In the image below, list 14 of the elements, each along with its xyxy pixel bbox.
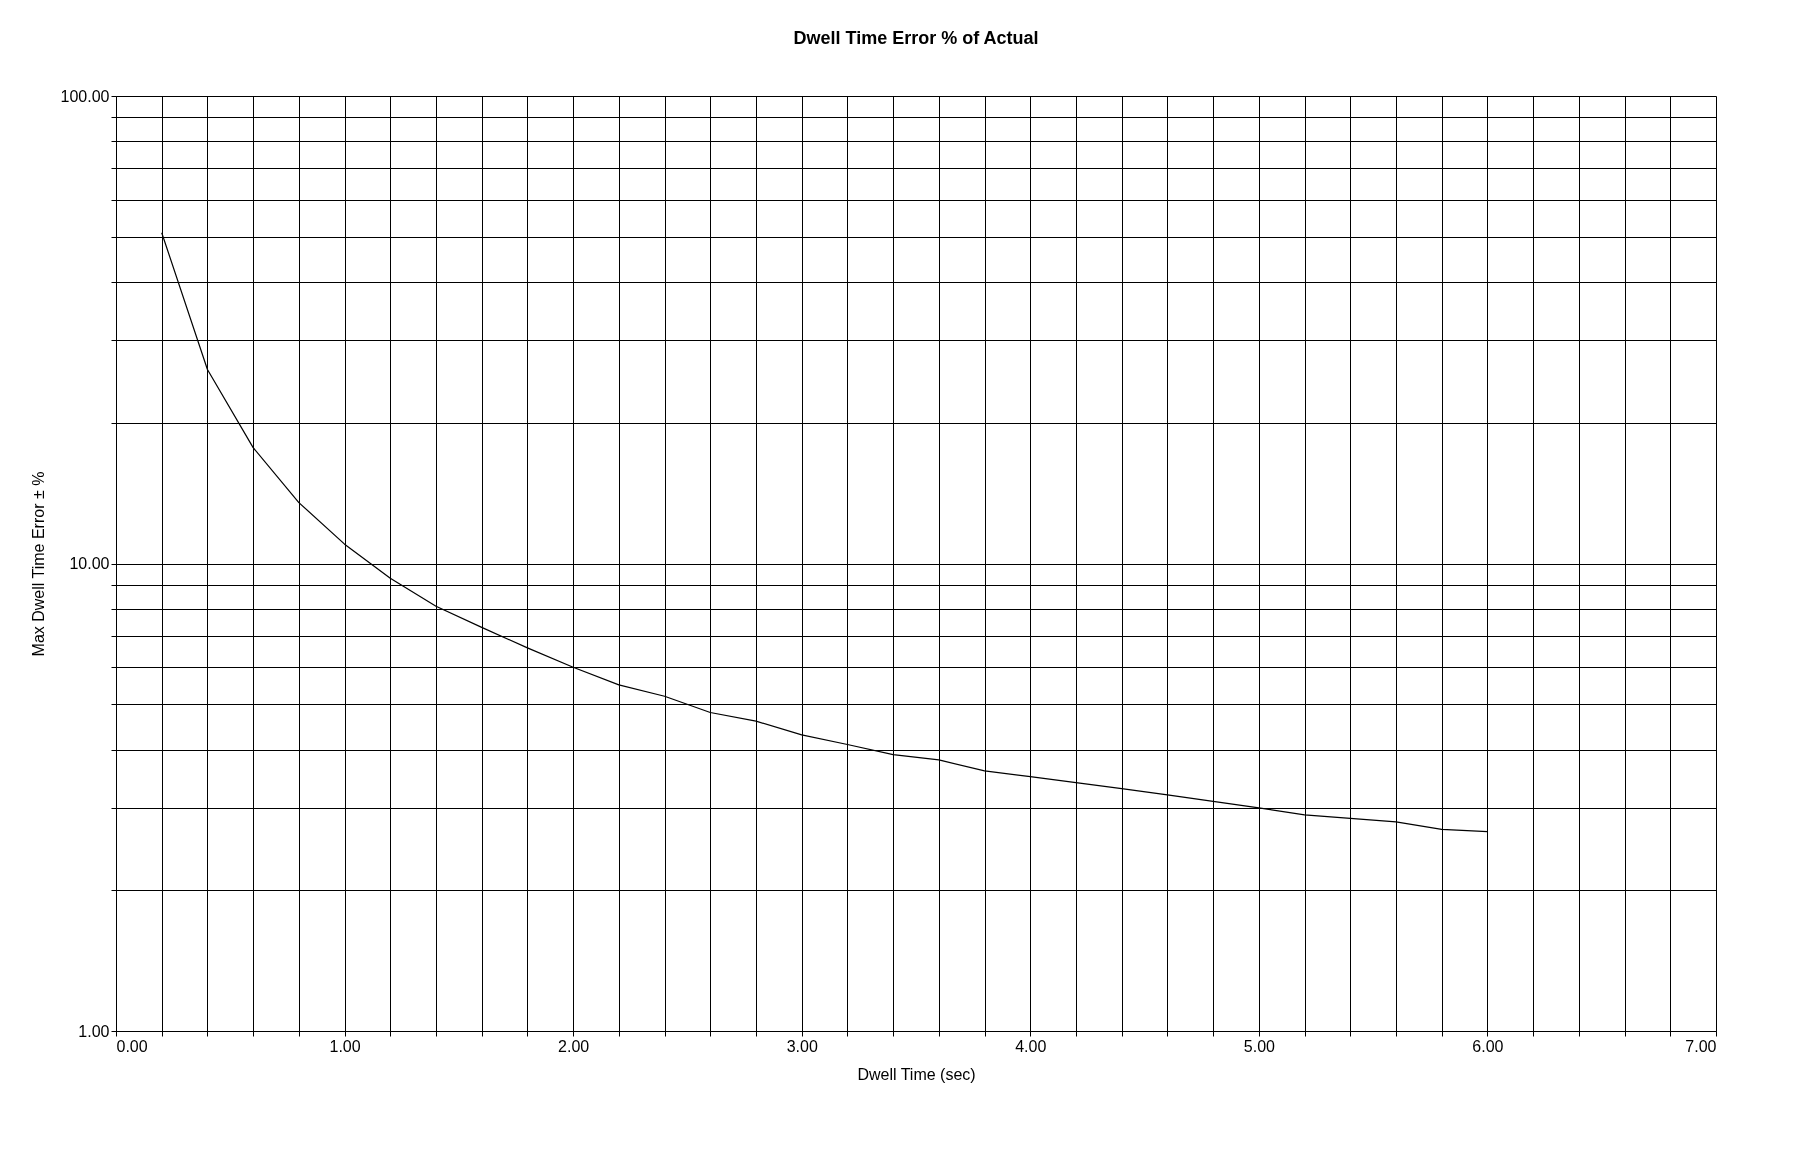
x-tick-label: 3.00 bbox=[786, 1037, 818, 1055]
y-axis-title: Max Dwell Time Error ± % bbox=[29, 471, 47, 657]
x-tick-label: 2.00 bbox=[558, 1037, 590, 1055]
x-tick-label: 0.00 bbox=[116, 1037, 148, 1055]
y-tick-label: 1.00 bbox=[78, 1022, 110, 1040]
x-tick-label: 1.00 bbox=[329, 1037, 361, 1055]
x-tick-label: 6.00 bbox=[1472, 1037, 1504, 1055]
y-tick-label: 100.00 bbox=[60, 87, 110, 105]
x-tick-label: 5.00 bbox=[1243, 1037, 1276, 1055]
x-axis-title: Dwell Time (sec) bbox=[857, 1065, 976, 1083]
x-tick-label: 4.00 bbox=[1015, 1037, 1047, 1055]
x-tick-label: 7.00 bbox=[1685, 1037, 1717, 1055]
y-tick-label: 10.00 bbox=[69, 555, 110, 572]
chart-title: Dwell Time Error % of Actual bbox=[793, 28, 1039, 48]
